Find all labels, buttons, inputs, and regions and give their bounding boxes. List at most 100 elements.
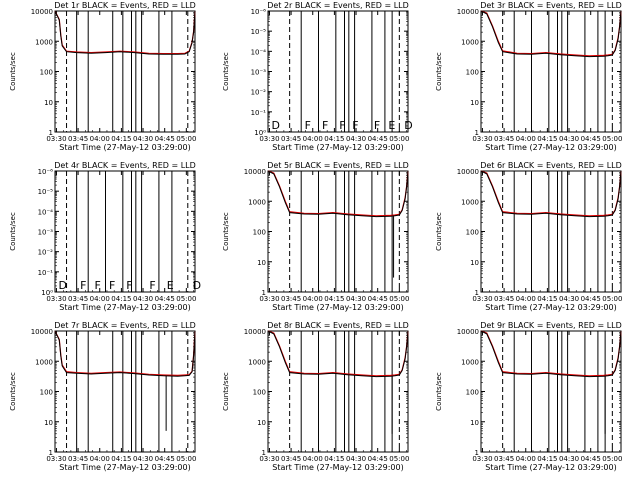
lld-series-line: [480, 10, 622, 57]
x-axis-label: Start Time (27-May-12 03:29:00): [485, 143, 616, 152]
y-tick-label: 1: [475, 449, 479, 457]
y-tick-label: 10⁻⁴: [251, 48, 267, 56]
y-axis-label: Counts/sec: [9, 372, 17, 411]
y-tick-label: 10: [470, 419, 479, 427]
y-tick-label: 10⁻⁴: [38, 208, 54, 216]
x-tick-label: 05:00: [389, 455, 409, 463]
y-axis-label: Counts/sec: [9, 212, 17, 251]
x-tick-label: 04:00: [90, 455, 110, 463]
flag-marker: E: [167, 279, 174, 292]
y-tick-label: 1000: [248, 358, 266, 366]
x-tick-label: 03:30: [46, 295, 66, 303]
y-tick-label: 1: [262, 449, 266, 457]
x-tick-label: 04:15: [111, 455, 131, 463]
x-tick-label: 04:00: [516, 295, 536, 303]
flag-marker: D: [58, 279, 66, 292]
y-tick-label: 1000: [461, 358, 479, 366]
y-axis-label: Counts/sec: [9, 52, 17, 91]
y-tick-label: 10000: [457, 168, 479, 176]
flag-marker: F: [126, 279, 132, 292]
y-tick-label: 1000: [461, 38, 479, 46]
y-axis-label: Counts/sec: [222, 212, 230, 251]
x-tick-label: 04:30: [559, 295, 579, 303]
x-tick-label: 04:15: [324, 135, 344, 143]
x-tick-label: 04:00: [90, 135, 110, 143]
x-tick-label: 04:00: [516, 455, 536, 463]
x-tick-label: 03:45: [68, 135, 88, 143]
y-axis-label: Counts/sec: [222, 372, 230, 411]
x-tick-label: 03:45: [281, 455, 301, 463]
x-tick-label: 04:15: [324, 455, 344, 463]
x-tick-label: 04:15: [324, 295, 344, 303]
y-tick-label: 1000: [461, 198, 479, 206]
y-tick-label: 10⁻¹: [251, 109, 267, 117]
x-tick-label: 05:00: [176, 135, 196, 143]
flag-marker: E: [388, 119, 395, 132]
x-tick-label: 04:00: [303, 295, 323, 303]
x-tick-label: 04:45: [581, 455, 601, 463]
y-tick-label: 10⁻⁶: [38, 168, 54, 176]
x-tick-label: 03:45: [494, 135, 514, 143]
x-tick-label: 04:45: [581, 295, 601, 303]
plot-frame: [54, 170, 196, 293]
x-tick-label: 04:30: [133, 295, 153, 303]
x-tick-label: 04:15: [111, 135, 131, 143]
x-tick-label: 04:15: [537, 135, 557, 143]
det-plot-9: Det 9r BLACK = Events, RED = LLD 1 10 100 10…: [435, 321, 622, 472]
x-tick-label: 04:00: [303, 135, 323, 143]
y-tick-label: 10⁻³: [38, 229, 54, 237]
x-tick-label: 04:45: [155, 135, 175, 143]
x-tick-label: 04:45: [368, 455, 388, 463]
x-tick-label: 04:30: [133, 455, 153, 463]
plot-title: Det 7r BLACK = Events, RED = LLD: [54, 321, 196, 330]
det-plot-4: Det 4r BLACK = Events, RED = LLD 10⁰ 10⁻¹ 1…: [9, 161, 201, 312]
x-tick-label: 03:45: [494, 295, 514, 303]
plot-title: Det 5r BLACK = Events, RED = LLD: [267, 161, 409, 170]
y-tick-label: 1000: [35, 38, 53, 46]
events-series-line: [480, 10, 622, 58]
y-tick-label: 10⁰: [41, 289, 53, 297]
x-tick-label: 04:45: [155, 455, 175, 463]
x-tick-label: 04:30: [346, 455, 366, 463]
lld-series-line: [267, 330, 409, 377]
flag-marker: F: [80, 279, 86, 292]
events-series-line: [267, 330, 409, 378]
plot-frame: [54, 330, 196, 453]
y-axis-label: Counts/sec: [435, 212, 443, 251]
x-tick-label: 03:45: [68, 295, 88, 303]
flag-marker: F: [149, 279, 155, 292]
y-axis-label: Counts/sec: [222, 52, 230, 91]
flag-marker: F: [339, 119, 345, 132]
y-tick-label: 1: [49, 449, 53, 457]
events-series-line: [267, 170, 409, 218]
plot-frame: [267, 10, 409, 133]
y-tick-label: 1000: [35, 358, 53, 366]
y-tick-label: 1: [475, 129, 479, 137]
x-tick-label: 03:45: [281, 295, 301, 303]
x-tick-label: 03:30: [46, 455, 66, 463]
x-tick-label: 05:00: [602, 455, 622, 463]
x-tick-label: 04:30: [133, 135, 153, 143]
x-tick-label: 05:00: [389, 295, 409, 303]
x-tick-label: 05:00: [176, 455, 196, 463]
det-plot-5: Det 5r BLACK = Events, RED = LLD 1 10 100 10…: [222, 161, 409, 312]
flag-marker: F: [305, 119, 311, 132]
y-tick-label: 10⁻⁵: [251, 28, 267, 36]
x-axis-label: Start Time (27-May-12 03:29:00): [59, 143, 190, 152]
x-tick-label: 04:30: [346, 135, 366, 143]
y-tick-label: 10000: [244, 168, 266, 176]
plot-frame: [480, 330, 622, 453]
x-tick-label: 05:00: [602, 135, 622, 143]
lld-series-line: [54, 330, 196, 377]
events-series-line: [54, 10, 196, 55]
plot-frame: [54, 10, 196, 133]
x-tick-label: 03:30: [472, 135, 492, 143]
x-axis-label: Start Time (27-May-12 03:29:00): [272, 463, 403, 472]
plot-title: Det 8r BLACK = Events, RED = LLD: [267, 321, 409, 330]
y-tick-label: 10⁻⁶: [251, 8, 267, 16]
x-tick-label: 04:15: [111, 295, 131, 303]
y-tick-label: 10: [257, 259, 266, 267]
x-tick-label: 04:30: [559, 135, 579, 143]
det-plot-1: Det 1r BLACK = Events, RED = LLD 1 10 100 10…: [9, 1, 196, 152]
y-tick-label: 100: [466, 389, 479, 397]
